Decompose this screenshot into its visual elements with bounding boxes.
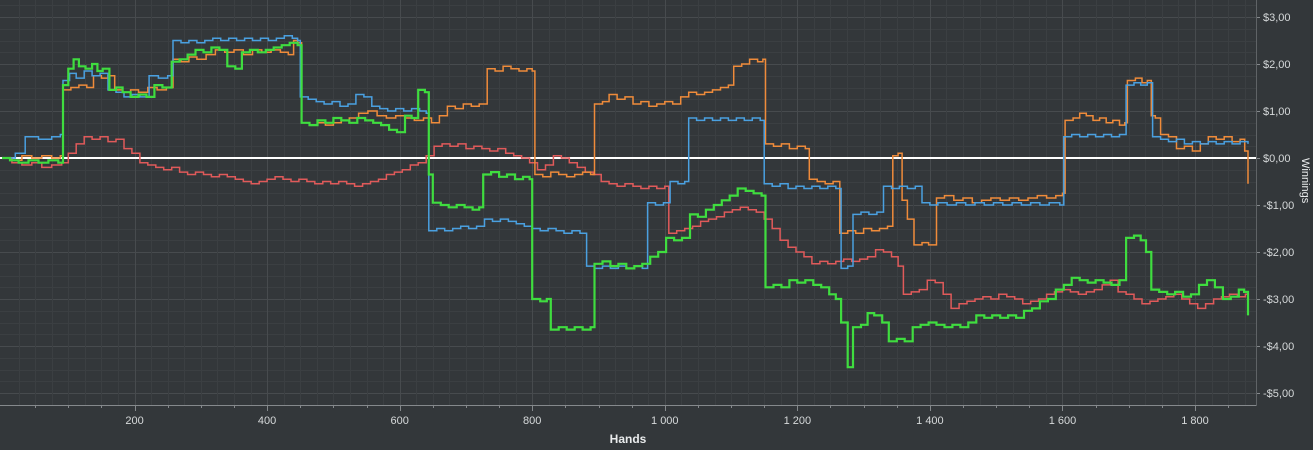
- x-tick-label: 1 600: [1049, 415, 1077, 427]
- y-tick-label: -$4,00: [1263, 341, 1294, 353]
- y-tick-label: $1,00: [1263, 106, 1291, 118]
- y-tick-label: -$2,00: [1263, 247, 1294, 259]
- series-green-line: [2, 41, 1250, 369]
- x-axis-ticks: 200 400 600 800 1 000 1 200 1 400 1 600 1 800: [35, 406, 1229, 427]
- y-tick-label: $0,00: [1263, 153, 1291, 165]
- axes: [0, 0, 1257, 406]
- x-axis-title: Hands: [609, 432, 647, 446]
- x-tick-label: 1 200: [784, 415, 812, 427]
- y-tick-label: $2,00: [1263, 59, 1291, 71]
- gridlines: [0, 0, 1256, 405]
- x-tick-label: 600: [390, 415, 408, 427]
- x-tick-label: 800: [523, 415, 541, 427]
- y-axis-ticks: $3,00 $2,00 $1,00 $0,00 -$1,00 -$2,00 -$3,00 -$…: [1257, 12, 1294, 400]
- series-blue-line: [2, 35, 1249, 270]
- y-tick-label: -$3,00: [1263, 294, 1294, 306]
- x-tick-label: 1 800: [1181, 415, 1209, 427]
- series-orange-line: [2, 39, 1249, 246]
- y-tick-label: $3,00: [1263, 12, 1291, 24]
- y-tick-label: -$5,00: [1263, 388, 1294, 400]
- y-axis-title: Winnings: [1299, 158, 1311, 204]
- x-tick-label: 1 400: [916, 415, 944, 427]
- x-tick-label: 200: [125, 415, 143, 427]
- y-tick-label: -$1,00: [1263, 200, 1294, 212]
- series-red-line: [2, 136, 1249, 310]
- x-tick-label: 400: [258, 415, 276, 427]
- x-tick-label: 1 000: [651, 415, 679, 427]
